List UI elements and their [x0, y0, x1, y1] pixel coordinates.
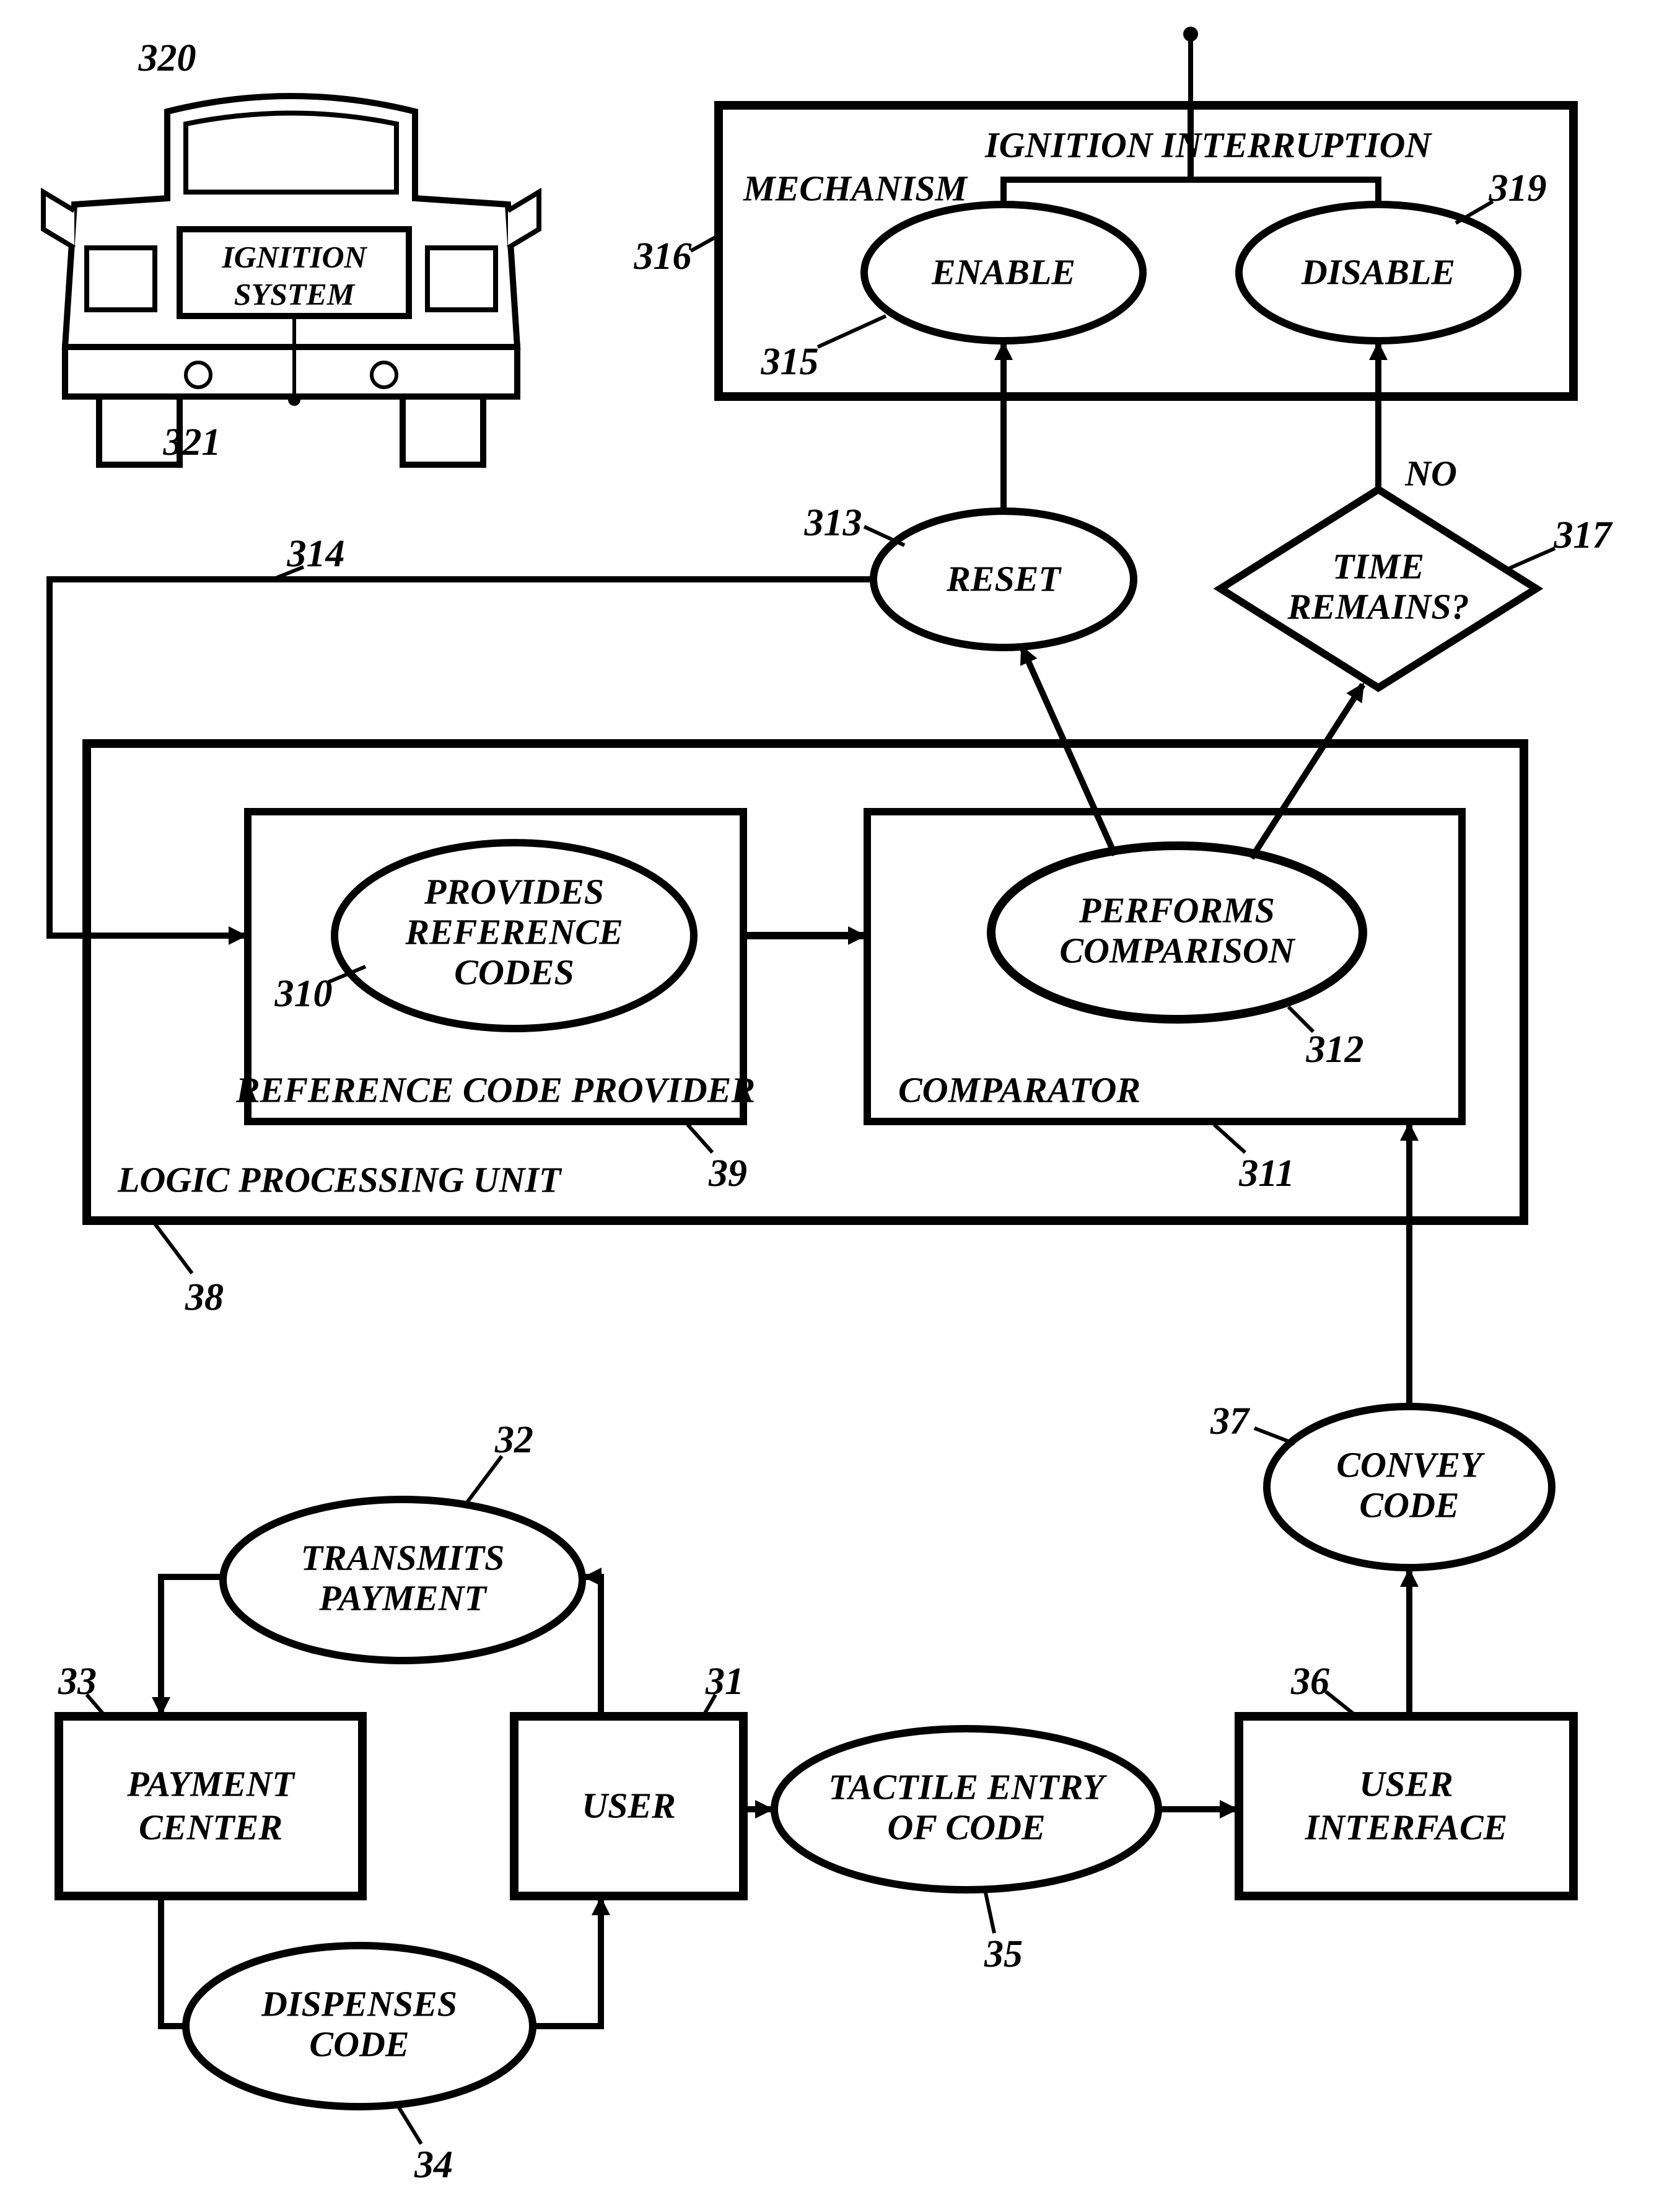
ref-315: 315	[761, 341, 819, 383]
time-l2: REMAINS?	[1287, 586, 1469, 626]
iim-title-2: MECHANISM	[743, 168, 968, 208]
ref-31: 31	[705, 1661, 744, 1703]
cmp-l2: COMPARISON	[1059, 930, 1295, 970]
user-label: USER	[582, 1785, 676, 1825]
ignition-label-2: SYSTEM	[234, 276, 356, 311]
ref-316: 316	[634, 235, 692, 278]
ref-38: 38	[185, 1276, 224, 1319]
rcp-l1: PROVIDES	[424, 871, 604, 911]
time-remains-node: TIME REMAINS?	[1220, 489, 1536, 688]
ref-313: 313	[804, 502, 862, 544]
ref-35: 35	[984, 1933, 1023, 1975]
tx-l2: PAYMENT	[318, 1578, 488, 1618]
enable-label: ENABLE	[931, 252, 1075, 292]
ref-37: 37	[1210, 1400, 1251, 1442]
cmp-l1: PERFORMS	[1079, 890, 1275, 930]
ref-32: 32	[494, 1419, 533, 1461]
tac-l2: OF CODE	[887, 1807, 1045, 1847]
ref-311: 311	[1238, 1152, 1295, 1195]
iim-title-1: IGNITION INTERRUPTION	[984, 125, 1432, 165]
ui-box	[1239, 1716, 1573, 1896]
payment-center-box	[59, 1716, 362, 1896]
no-label: NO	[1404, 453, 1457, 493]
tac-l1: TACTILE ENTRY	[828, 1767, 1107, 1807]
disable-label: DISABLE	[1301, 252, 1455, 292]
ui-l1: USER	[1359, 1763, 1453, 1804]
reset-label: RESET	[946, 558, 1062, 599]
cv-l2: CODE	[1359, 1485, 1459, 1525]
pc-l2: CENTER	[139, 1807, 282, 1847]
ref-36: 36	[1290, 1661, 1329, 1703]
ref-310: 310	[274, 973, 333, 1015]
tx-l1: TRANSMITS	[301, 1537, 505, 1578]
ref-320: 320	[138, 37, 196, 79]
dc-l2: CODE	[309, 2024, 409, 2064]
lpu-title: LOGIC PROCESSING UNIT	[117, 1159, 562, 1200]
ref-39: 39	[708, 1152, 747, 1195]
comparator-title: COMPARATOR	[898, 1069, 1140, 1110]
ref-319: 319	[1489, 167, 1547, 209]
rcp-title: REFERENCE CODE PROVIDER	[235, 1069, 755, 1110]
rcp-l2: REFERENCE	[405, 911, 623, 952]
cv-l1: CONVEY	[1336, 1444, 1485, 1485]
pc-l1: PAYMENT	[126, 1763, 295, 1804]
time-l1: TIME	[1332, 546, 1424, 586]
rcp-l3: CODES	[454, 952, 574, 992]
dc-l1: DISPENSES	[261, 1983, 457, 2024]
ref-317: 317	[1554, 514, 1614, 556]
ref-321: 321	[163, 421, 221, 463]
ref-34: 34	[414, 2144, 453, 2186]
ui-l2: INTERFACE	[1305, 1807, 1508, 1847]
ignition-label-1: IGNITION	[221, 239, 367, 274]
car: IGNITION SYSTEM	[43, 96, 539, 465]
ref-312: 312	[1306, 1029, 1364, 1071]
diagram-root: IGNITION SYSTEM 320 321 IGNITION INTERRU…	[0, 0, 1667, 2212]
iim-box: IGNITION INTERRUPTION MECHANISM ENABLE D…	[719, 105, 1573, 397]
